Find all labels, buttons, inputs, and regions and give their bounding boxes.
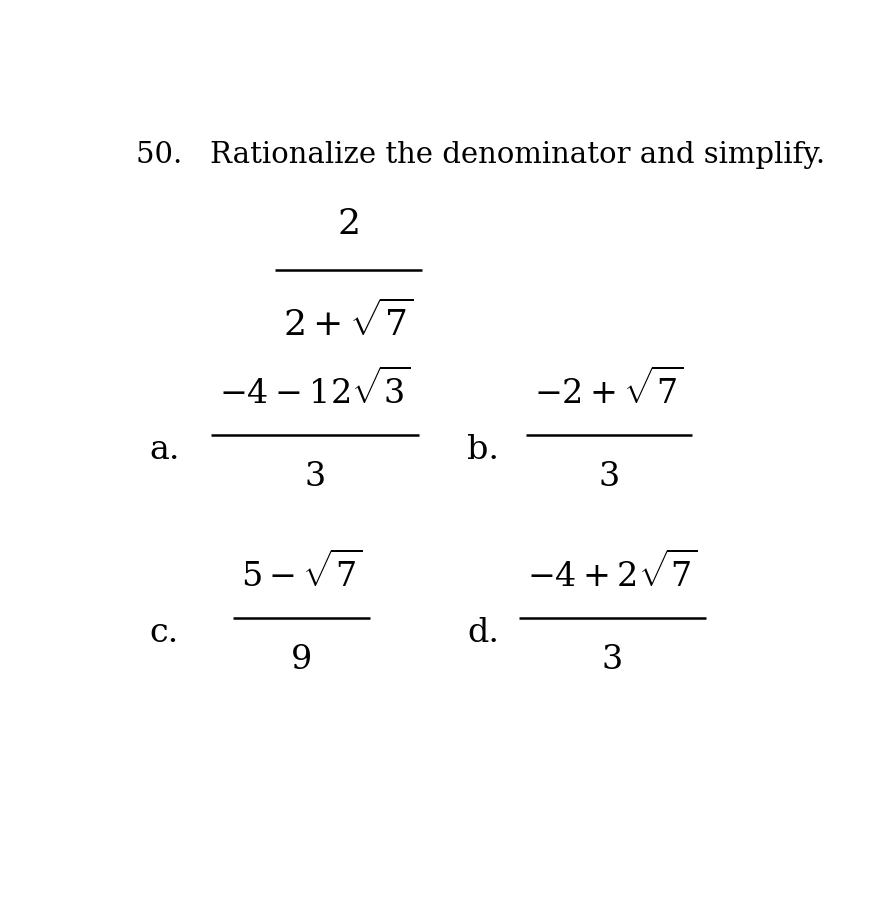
Text: $-2+\sqrt{7}$: $-2+\sqrt{7}$ (535, 368, 684, 411)
Text: b.: b. (467, 434, 499, 466)
Text: 9: 9 (291, 643, 312, 675)
Text: 3: 3 (598, 461, 620, 493)
Text: $2+\sqrt{7}$: $2+\sqrt{7}$ (283, 300, 414, 343)
Text: 3: 3 (602, 643, 623, 675)
Text: 50.   Rationalize the denominator and simplify.: 50. Rationalize the denominator and simp… (136, 141, 825, 169)
Text: a.: a. (150, 434, 180, 466)
Text: 2: 2 (337, 207, 360, 241)
Text: c.: c. (150, 616, 179, 648)
Text: 3: 3 (304, 461, 326, 493)
Text: $-4+2\sqrt{7}$: $-4+2\sqrt{7}$ (527, 551, 698, 593)
Text: d.: d. (467, 616, 499, 648)
Text: $5-\sqrt{7}$: $5-\sqrt{7}$ (241, 551, 363, 593)
Text: $-4-12\sqrt{3}$: $-4-12\sqrt{3}$ (219, 368, 411, 411)
